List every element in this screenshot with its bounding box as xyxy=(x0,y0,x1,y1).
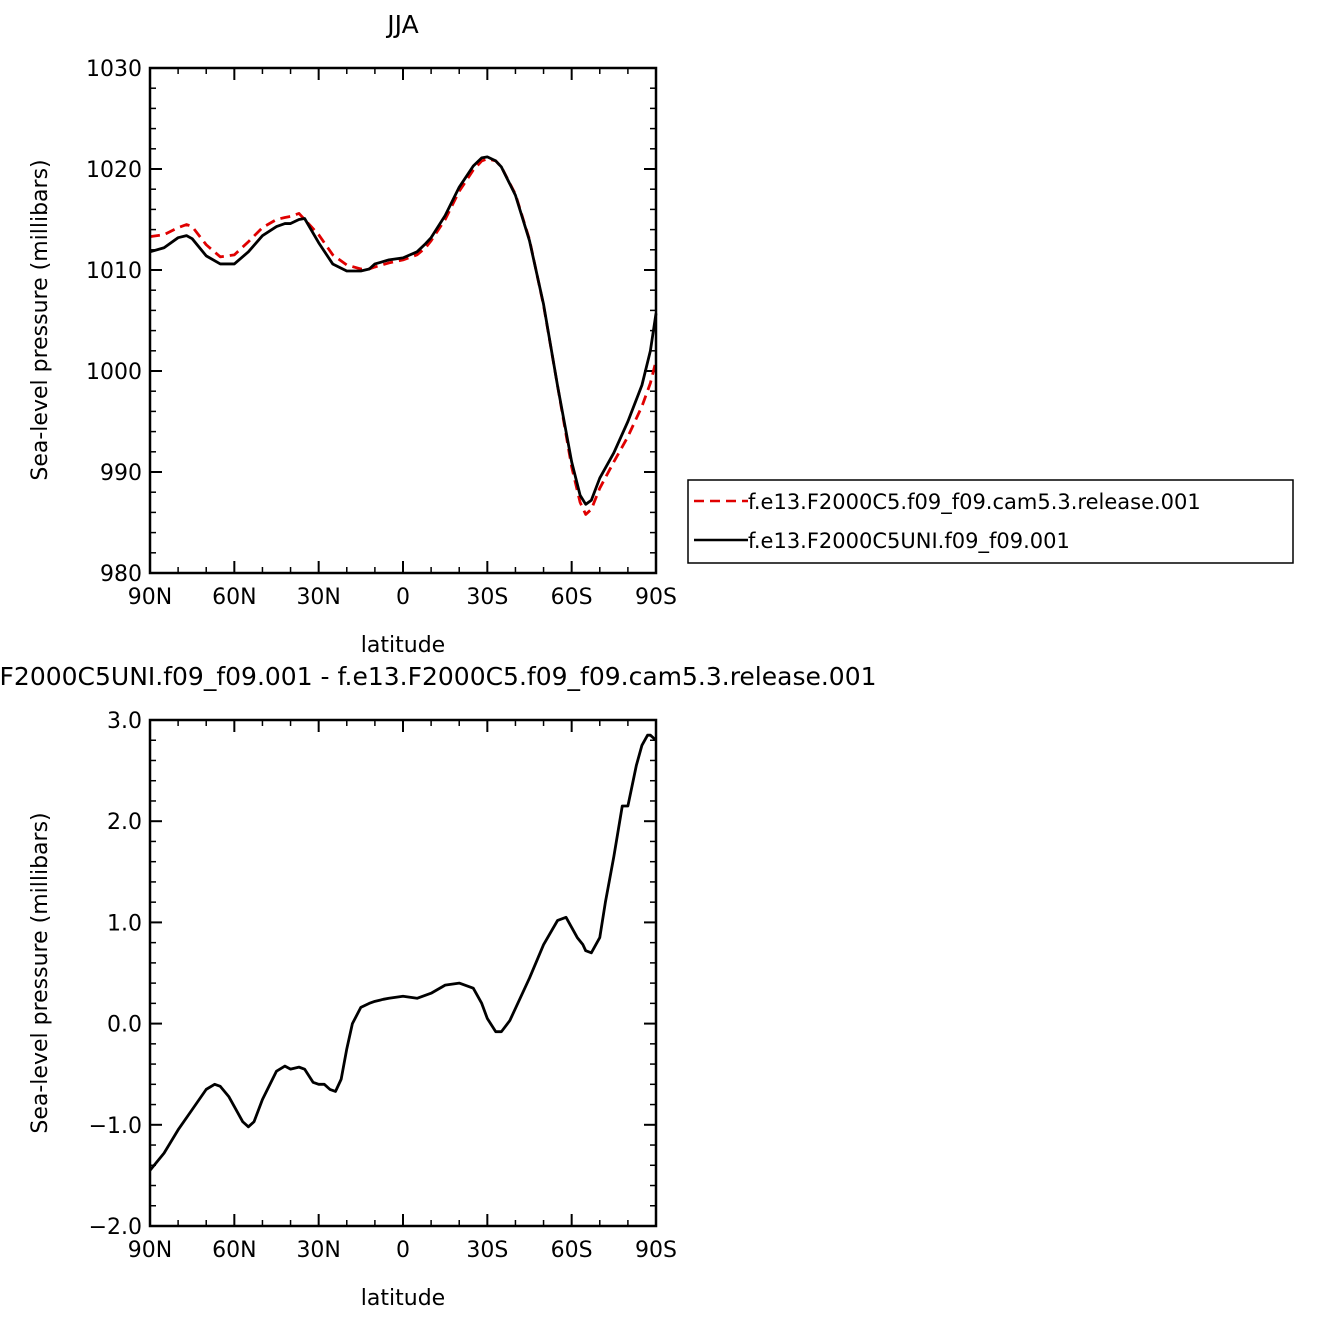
top-y-tick-label: 990 xyxy=(100,461,142,486)
top-series-line-0 xyxy=(149,157,658,516)
bottom-y-tick-label: −1.0 xyxy=(89,1114,142,1139)
top-tick-labels: 90N 60N 30N 0 30S 60S 90S 1030 1020 1010 1000 990 98… xyxy=(86,57,677,610)
top-y-tick-label: 1020 xyxy=(86,158,142,183)
bottom-tick-marks xyxy=(149,719,657,1227)
bottom-x-tick-label: 90N xyxy=(128,1238,172,1263)
legend: f.e13.F2000C5.f09_f09.cam5.3.release.001… xyxy=(687,479,1294,564)
bottom-series-line-0 xyxy=(148,733,657,1172)
bottom-x-tick-label: 30N xyxy=(296,1238,340,1263)
legend-label-control: f.e13.F2000C5.f09_f09.cam5.3.release.001 xyxy=(748,490,1201,515)
top-plot-frame xyxy=(148,66,658,575)
top-x-tick-label: 30N xyxy=(296,585,340,610)
bottom-x-axis-title: latitude xyxy=(361,1286,445,1311)
top-panel: JJA 90N 60N 30N 0 30S 60S 90S10301020101010009… xyxy=(28,10,1294,658)
top-y-tick-label: 1030 xyxy=(86,57,142,82)
top-x-tick-label: 60N xyxy=(212,585,256,610)
bottom-x-tick-label: 90S xyxy=(635,1238,677,1263)
bottom-y-tick-label: 3.0 xyxy=(107,709,142,734)
bottom-chart-title: f.e13.F2000C5UNI.f09_f09.001 - f.e13.F20… xyxy=(0,662,877,691)
top-x-tick-label: 90S xyxy=(635,585,677,610)
top-x-tick-label: 30S xyxy=(466,585,508,610)
bottom-x-tick-label: 60N xyxy=(212,1238,256,1263)
bottom-y-axis-title: Sea-level pressure (millibars) xyxy=(28,812,53,1133)
bottom-y-tick-label: 1.0 xyxy=(107,911,142,936)
bottom-x-tick-label: 30S xyxy=(466,1238,508,1263)
top-chart-title: JJA xyxy=(385,10,418,39)
top-series-line-1 xyxy=(149,155,658,506)
bottom-x-tick-label: 0 xyxy=(396,1238,410,1263)
top-series-lines xyxy=(149,155,658,516)
bottom-y-tick-label: 2.0 xyxy=(107,810,142,835)
legend-box xyxy=(687,479,1294,564)
bottom-panel: f.e13.F2000C5UNI.f09_f09.001 - f.e13.F20… xyxy=(0,662,877,1311)
top-y-tick-label: 1010 xyxy=(86,259,142,284)
top-x-tick-label: 0 xyxy=(396,585,410,610)
top-y-axis-title: Sea-level pressure (millibars) xyxy=(28,159,53,480)
bottom-y-tick-label: 0.0 xyxy=(107,1013,142,1038)
top-y-tick-label: 980 xyxy=(100,562,142,587)
top-x-tick-label: 90N xyxy=(128,585,172,610)
top-x-axis-title: latitude xyxy=(361,633,445,658)
top-y-tick-label: 1000 xyxy=(86,360,142,385)
bottom-y-tick-label: −2.0 xyxy=(89,1215,142,1240)
bottom-plot-frame xyxy=(148,718,658,1228)
legend-label-experiment: f.e13.F2000C5UNI.f09_f09.001 xyxy=(748,529,1070,554)
bottom-series-lines xyxy=(148,733,657,1172)
top-x-tick-label: 60S xyxy=(551,585,593,610)
bottom-tick-labels: 90N 60N 30N 0 30S 60S 90S 3.0 2.0 1.0 0.0 −1.0 −2.0 xyxy=(89,709,677,1263)
bottom-x-tick-label: 60S xyxy=(551,1238,593,1263)
